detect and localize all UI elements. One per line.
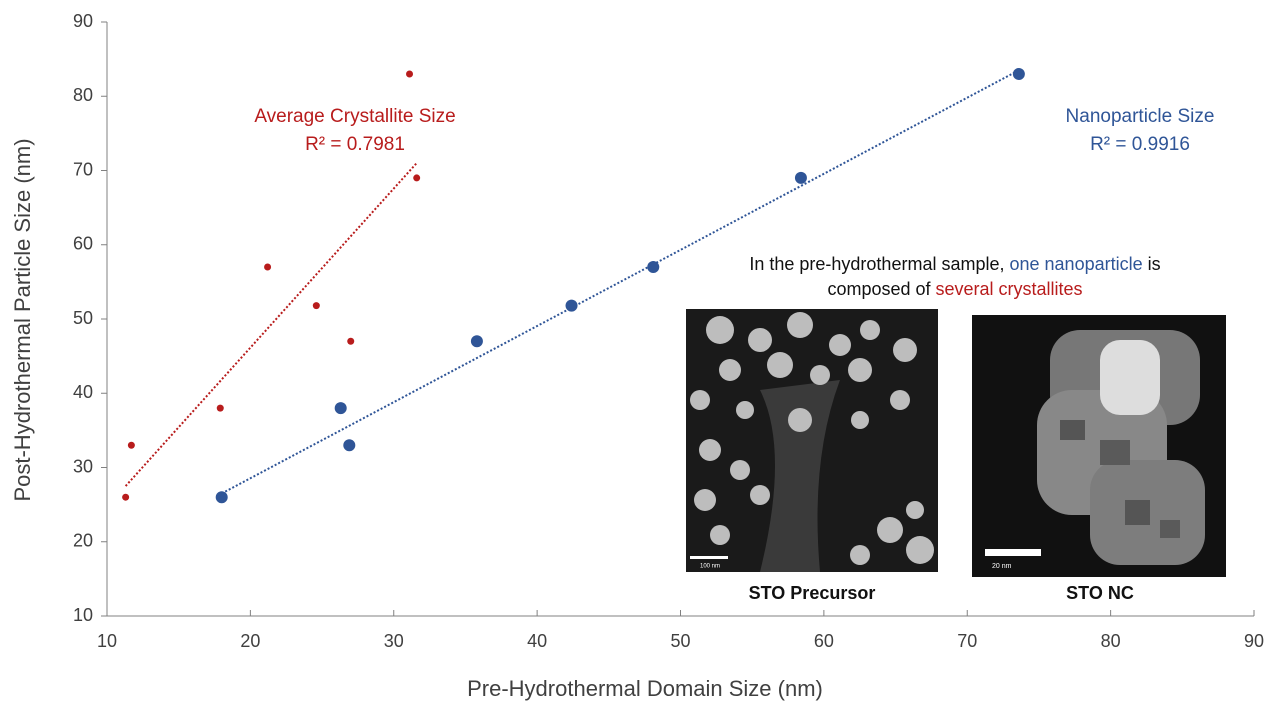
x-tick-label: 80 [1101,631,1121,651]
point [343,439,355,451]
y-tick-label: 30 [73,456,93,476]
chart: Pre-Hydrothermal Domain Size (nm) Post-H… [0,0,1279,704]
y-tick-label: 20 [73,531,93,551]
y-tick-label: 90 [73,11,93,31]
point [795,172,807,184]
note-line: In the pre-hydrothermal sample, one nano… [749,254,1160,274]
note-text: several crystallites [936,279,1083,299]
trendline [126,163,417,486]
y-tick-label: 50 [73,308,93,328]
point [406,70,413,77]
scale-label: 100 nm [700,564,720,570]
point [313,302,320,309]
note-text: is [1148,254,1161,274]
y-axis-title: Post-Hydrothermal Particle Size (nm) [10,138,35,501]
scale-label: 20 nm [992,563,1012,570]
point [413,174,420,181]
y-tick-label: 40 [73,382,93,402]
point [471,335,483,347]
x-tick-label: 40 [527,631,547,651]
x-tick-label: 60 [814,631,834,651]
inset-precursor: 100 nm [686,309,938,572]
note-text: one nanoparticle [1010,254,1143,274]
x-tick-label: 30 [384,631,404,651]
point [335,402,347,414]
inset-nc: 20 nm [972,315,1226,577]
point [1013,68,1025,80]
x-tick-label: 20 [240,631,260,651]
y-tick-label: 80 [73,85,93,105]
point [128,442,135,449]
point [347,338,354,345]
inset-label: STO NC [1066,583,1134,603]
point [264,264,271,271]
series-label: Average Crystallite Size [254,106,455,127]
y-tick-label: 60 [73,234,93,254]
x-tick-label: 90 [1244,631,1264,651]
series-r2: R² = 0.9916 [1090,134,1190,155]
note-text: composed of [827,279,931,299]
y-tick-label: 10 [73,605,93,625]
point [217,405,224,412]
x-tick-label: 50 [670,631,690,651]
inset-label: STO Precursor [749,583,876,603]
note-line: composed of several crystallites [827,279,1082,299]
note-text: In the pre-hydrothermal sample, [749,254,1004,274]
x-tick-label: 10 [97,631,117,651]
x-tick-label: 70 [957,631,977,651]
series-label: Nanoparticle Size [1066,106,1215,127]
point [216,491,228,503]
point [566,300,578,312]
series-r2: R² = 0.7981 [305,134,405,155]
y-tick-label: 70 [73,159,93,179]
point [647,261,659,273]
point [122,494,129,501]
x-axis-title: Pre-Hydrothermal Domain Size (nm) [467,676,823,701]
